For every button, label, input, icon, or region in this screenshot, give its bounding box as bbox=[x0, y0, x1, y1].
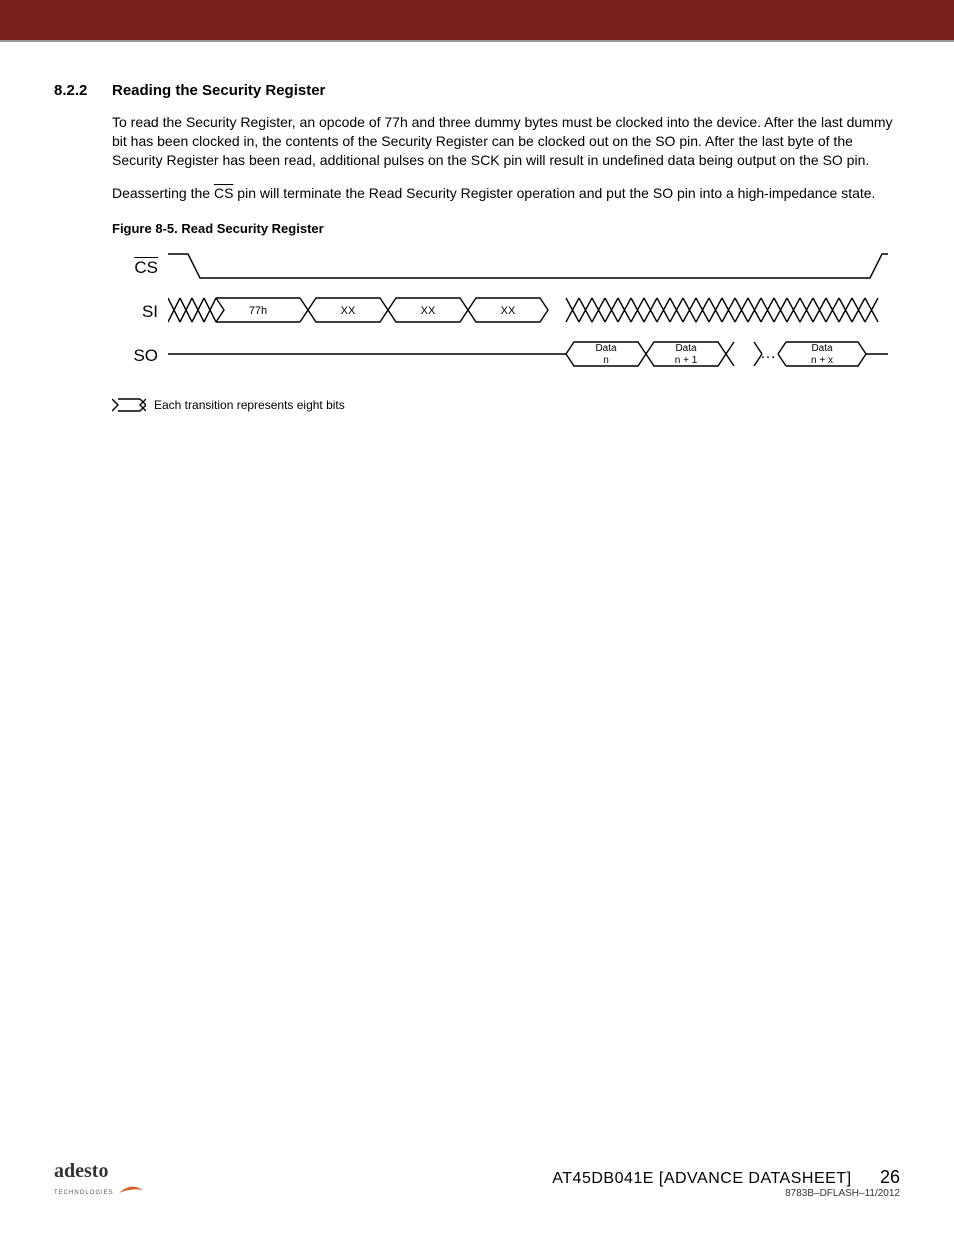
figure-caption: Figure 8-5. Read Security Register bbox=[112, 221, 900, 236]
si-byte-0: 77h bbox=[249, 305, 267, 317]
section-heading: 8.2.2 Reading the Security Register bbox=[54, 82, 900, 99]
signal-row-si: SI bbox=[112, 290, 892, 334]
signal-label-cs: CS bbox=[112, 258, 168, 278]
so-waveform: Data n Data n + 1 … Data n + x bbox=[168, 334, 888, 374]
paragraph-2: Deasserting the CS pin will terminate th… bbox=[112, 184, 900, 203]
so-byte-0-l1: Data bbox=[595, 343, 617, 354]
logo-swoosh-icon bbox=[118, 1185, 144, 1195]
logo-text: adesto bbox=[54, 1161, 144, 1181]
legend-text: Each transition represents eight bits bbox=[154, 398, 345, 412]
so-byte-2-l1: Data bbox=[811, 343, 833, 354]
page-footer: adesto TECHNOLOGIES AT45DB041E [ADVANCE … bbox=[0, 1161, 954, 1199]
signal-row-cs: CS bbox=[112, 246, 892, 290]
header-band bbox=[0, 0, 954, 40]
footer-right: AT45DB041E [ADVANCE DATASHEET] 26 8783B–… bbox=[552, 1167, 900, 1199]
cs-overline: CS bbox=[214, 185, 233, 201]
footer-logo: adesto TECHNOLOGIES bbox=[54, 1161, 144, 1199]
paragraph-1: To read the Security Register, an opcode… bbox=[112, 113, 900, 170]
doc-code: 8783B–DFLASH–11/2012 bbox=[552, 1188, 900, 1199]
si-byte-2: XX bbox=[421, 305, 436, 317]
para2-pre: Deasserting the bbox=[112, 185, 214, 201]
legend-icon bbox=[112, 396, 146, 414]
so-byte-1-l1: Data bbox=[675, 343, 697, 354]
section-title: Reading the Security Register bbox=[112, 82, 325, 99]
logo-subtext: TECHNOLOGIES bbox=[54, 1190, 114, 1196]
so-byte-2-l2: n + x bbox=[811, 355, 833, 366]
so-byte-0-l2: n bbox=[603, 355, 609, 366]
para2-post: pin will terminate the Read Security Reg… bbox=[233, 185, 875, 201]
si-byte-3: XX bbox=[501, 305, 516, 317]
page-content: 8.2.2 Reading the Security Register To r… bbox=[0, 42, 954, 414]
signal-row-so: SO bbox=[112, 334, 892, 378]
doc-title: AT45DB041E [ADVANCE DATASHEET] bbox=[552, 1170, 851, 1187]
ellipsis: … bbox=[760, 345, 776, 362]
page-number: 26 bbox=[880, 1167, 900, 1188]
cs-waveform bbox=[168, 246, 888, 286]
si-waveform: 77h XX XX XX bbox=[168, 290, 888, 330]
diagram-legend: Each transition represents eight bits bbox=[112, 396, 900, 414]
signal-label-si: SI bbox=[112, 302, 168, 322]
section-number: 8.2.2 bbox=[54, 82, 112, 99]
signal-label-so: SO bbox=[112, 346, 168, 366]
timing-diagram: CS SI bbox=[112, 246, 892, 378]
si-byte-1: XX bbox=[341, 305, 356, 317]
so-byte-1-l2: n + 1 bbox=[675, 355, 698, 366]
